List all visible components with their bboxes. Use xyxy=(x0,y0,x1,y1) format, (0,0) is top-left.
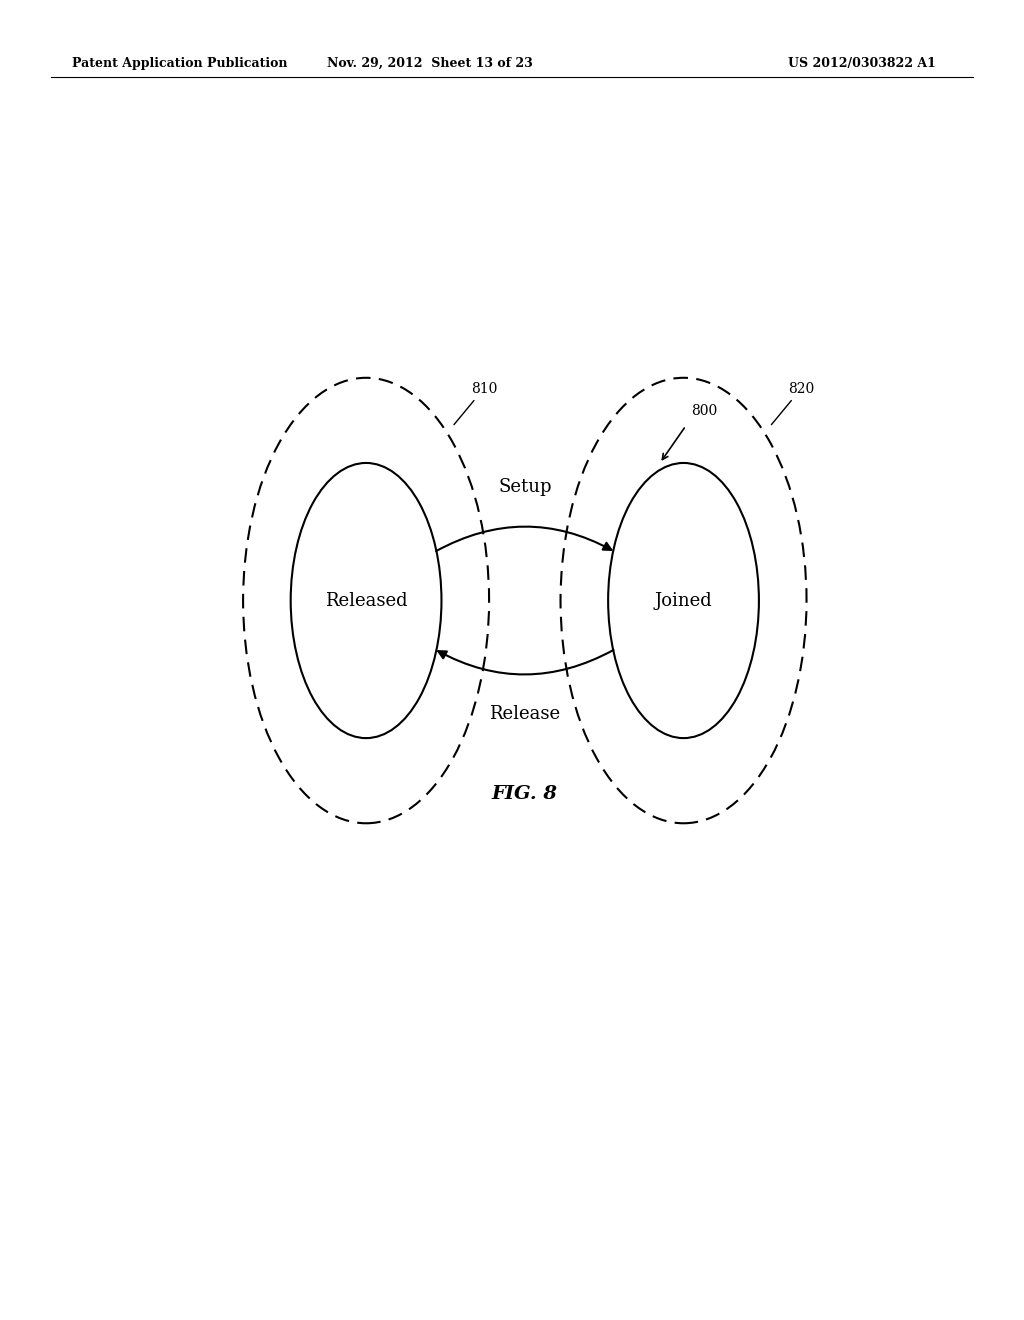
Text: Joined: Joined xyxy=(654,591,713,610)
Text: 810: 810 xyxy=(454,381,497,425)
Text: Patent Application Publication: Patent Application Publication xyxy=(72,57,287,70)
Text: FIG. 8: FIG. 8 xyxy=(492,784,558,803)
Text: Released: Released xyxy=(325,591,408,610)
Text: 820: 820 xyxy=(771,381,814,425)
FancyArrowPatch shape xyxy=(436,527,611,550)
FancyArrowPatch shape xyxy=(438,649,613,675)
Text: 800: 800 xyxy=(691,404,718,417)
Text: Setup: Setup xyxy=(498,478,552,496)
Text: US 2012/0303822 A1: US 2012/0303822 A1 xyxy=(788,57,936,70)
Text: Release: Release xyxy=(489,705,560,722)
Text: Nov. 29, 2012  Sheet 13 of 23: Nov. 29, 2012 Sheet 13 of 23 xyxy=(328,57,532,70)
